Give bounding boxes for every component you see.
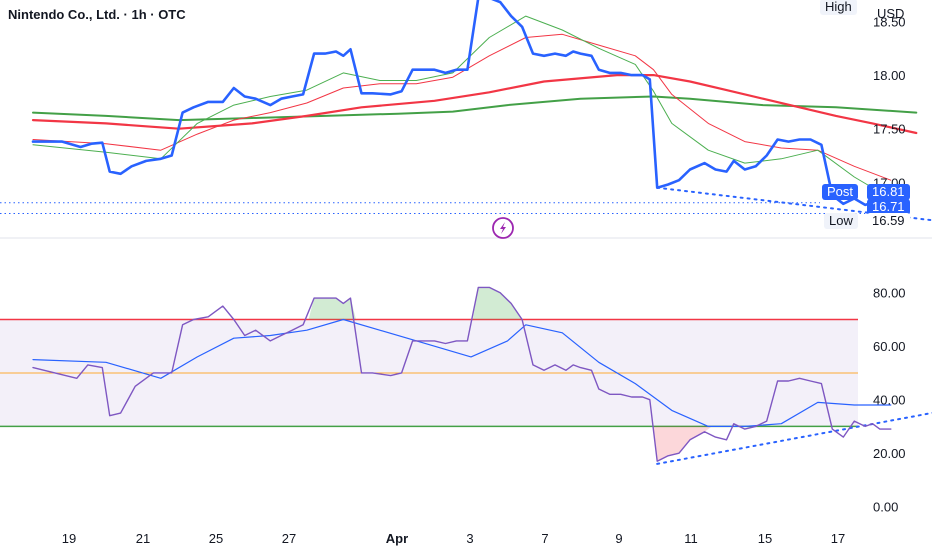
- rsi-tick-label: 80.00: [873, 286, 906, 301]
- low-label: Low: [824, 213, 858, 229]
- rsi-tick-label: 20.00: [873, 446, 906, 461]
- time-tick-label: 27: [282, 531, 296, 546]
- rsi-tick-label: 0.00: [873, 500, 898, 515]
- time-tick-label: 7: [541, 531, 548, 546]
- low-value: 16.59: [867, 213, 910, 229]
- time-tick-label: 15: [758, 531, 772, 546]
- rsi-overbought-fill: [308, 298, 357, 320]
- post-label: Post: [822, 184, 859, 200]
- price-series-ma-slow-green: [32, 95, 918, 122]
- time-tick-label: 17: [831, 531, 845, 546]
- rsi-axis: 80.00 60.00 40.00 20.00 0.00: [873, 286, 906, 515]
- time-tick-label: 21: [136, 531, 150, 546]
- time-tick-label: Apr: [386, 531, 408, 546]
- price-series-ma-slow-red: [31, 74, 918, 135]
- price-series-price: [31, 0, 893, 215]
- rsi-tick-label: 60.00: [873, 339, 906, 354]
- price-tick-label: 18.50: [873, 14, 906, 29]
- rsi-oversold-fill: [653, 426, 712, 462]
- chart-title: Nintendo Co., Ltd. · 1h · OTC: [8, 7, 186, 22]
- time-tick-label: 25: [209, 531, 223, 546]
- currency-label[interactable]: USD: [877, 6, 905, 21]
- rsi-series: [32, 286, 932, 465]
- rsi-series-rsi: [32, 286, 892, 462]
- time-tick-label: 3: [466, 531, 473, 546]
- rsi-overbought-fill: [472, 287, 526, 320]
- price-series-ma-mid: [32, 33, 892, 181]
- post-value: 16.81: [867, 184, 910, 200]
- rsi-tick-label: 40.00: [873, 393, 906, 408]
- time-tick-label: 9: [615, 531, 622, 546]
- rsi-background: [0, 318, 858, 428]
- price-series-trendline: [656, 186, 932, 222]
- lightning-badge-icon[interactable]: [492, 217, 514, 239]
- rsi-series-trendline: [656, 411, 932, 465]
- time-tick-label: 19: [62, 531, 76, 546]
- time-axis: 19 21 25 27 Apr 3 7 9 11 15 17: [62, 531, 845, 546]
- lightning-icon: [500, 222, 506, 234]
- high-label: High: [820, 0, 857, 15]
- price-series: [31, 0, 932, 222]
- price-grid: [0, 202, 932, 239]
- time-tick-label: 11: [684, 531, 698, 546]
- last-price-value: 16.71: [867, 199, 910, 215]
- price-tick-label: 18.00: [873, 68, 906, 83]
- price-tick-label: 17.50: [873, 122, 906, 137]
- price-series-ma-fast: [32, 15, 892, 199]
